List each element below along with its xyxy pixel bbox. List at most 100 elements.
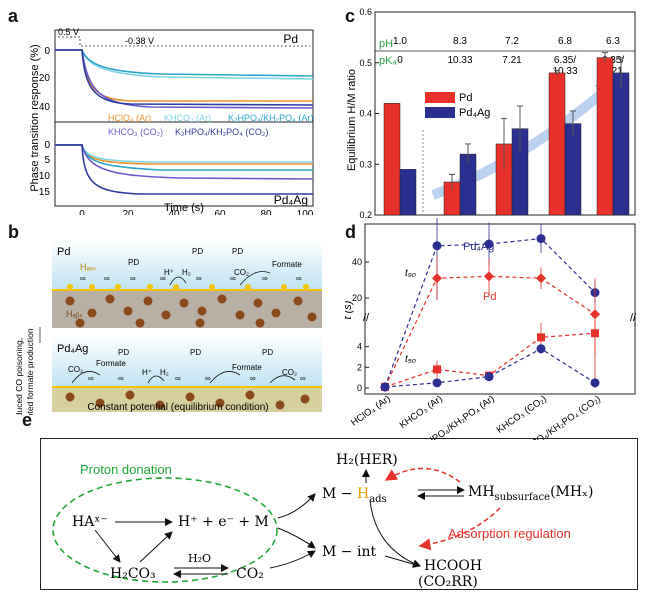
panel-d-yticks: 0 2 4 20 40 (352, 257, 369, 393)
d-series-line (384, 237, 596, 388)
d-point (590, 309, 600, 320)
h2co3-species: H₂CO₃ (110, 566, 156, 582)
bar-pd (383, 103, 401, 216)
d-series-line (384, 348, 596, 388)
h2o-glyph: ∞ (88, 374, 94, 383)
d-point (432, 241, 442, 251)
side-text-2: promoted formate production (25, 328, 35, 415)
label-pd4ag: Pd₄Ag (463, 241, 494, 253)
panel-a-top-ytick-40: 40 (39, 102, 51, 113)
pd-electrolyte (52, 240, 322, 290)
pd4ag-formate-arrow-2 (209, 371, 241, 384)
pd4ag-co2-arrow (269, 375, 296, 384)
mh-subsurface: MHsubsurface(MHₓ) (468, 484, 593, 503)
d-point (591, 329, 599, 338)
c-ytick-label: 0.2 (359, 210, 372, 220)
h-abs-dot (245, 390, 255, 400)
h2o-glyph: ∞ (230, 274, 236, 283)
h-abs-dot (65, 392, 75, 402)
panel-e-box (40, 438, 638, 590)
d-ytick-label: 40 (352, 257, 362, 267)
panel-label-c: c (345, 6, 356, 26)
pd4ag-label-pd3: PD (262, 348, 273, 357)
panel-label-d: d (345, 222, 356, 242)
co2rr-label: (CO₂RR) (418, 574, 478, 590)
panel-c-bars (383, 52, 630, 216)
h-abs-dot (275, 400, 285, 410)
d-point (484, 239, 494, 249)
legend-pd4ag-swatch (425, 107, 455, 118)
h-abs-dot (185, 392, 195, 402)
pd-habs-label: Hₐᵦₛ (66, 309, 83, 319)
h-ads-dot (281, 284, 287, 290)
pd-surface-hydrogen: ∞ ∞ ∞ ∞ ∞ ∞ ∞ ∞ (67, 274, 309, 290)
h2o-glyph: ∞ (118, 374, 124, 383)
bar-pd4ag (399, 169, 417, 216)
c-ytick-label: 0.4 (359, 109, 372, 119)
ph-value: 6.8 (558, 36, 572, 47)
side-text-1: Reduced CO poisoning, (14, 338, 24, 415)
panel-e-figure: Proton donation HAˣ⁻ H⁺ + e⁻ + M H₂CO₃ H… (52, 452, 593, 590)
arrow-co2-to-mint (269, 550, 316, 569)
curve-top-kphos-co2 (55, 49, 314, 106)
panel-a-xtick-0: 0 (79, 209, 85, 215)
d-xlabel: KHCO₃ (CO₂) (495, 393, 549, 435)
pd-label-pd1: PD (128, 258, 139, 267)
h2o-glyph: ∞ (160, 274, 166, 283)
h-abs-dot (161, 310, 171, 320)
h-abs-dot (235, 310, 245, 320)
h-abs-dot (300, 394, 310, 404)
arrow-h2co3-to-h (139, 531, 173, 563)
panel-a-top-ytick-0: 0 (44, 46, 50, 57)
h-ads-dot (147, 284, 153, 290)
her-product: H₂(HER) (336, 452, 398, 468)
panel-d-ylabel: t (s) (345, 300, 354, 319)
panel-a-bottom-ytick-5: 5 (44, 155, 50, 166)
pd4ag-label-h2: H₂ (160, 368, 169, 377)
pd-label-formate: Formate (272, 260, 302, 269)
label-t90: t₉₀ (405, 268, 416, 279)
curve-bottom-kphos-co2 (55, 144, 313, 195)
panel-a-figure: Phase transition response (%) 0 20 40 0 … (29, 27, 314, 215)
panel-c-ph-row: 1.08.37.26.86.3010.337.216.35/10.336.35/… (393, 36, 624, 77)
h-abs-dot (135, 318, 145, 328)
ph-value: 1.0 (393, 36, 407, 47)
pd4ag-label-co2a: CO₂ (68, 365, 83, 374)
co2-species: CO₂ (236, 566, 264, 582)
panel-d-figure: t (s) 0 2 4 20 40 Pd₄Ag Pd t₉₀ t₅₀ HClO₄ (Ar… (345, 218, 637, 440)
panel-a-xtick-100: 100 (297, 209, 314, 215)
pd4ag-catalyst-label: Pd₄Ag (57, 343, 88, 355)
d-ytick-label: 4 (357, 342, 362, 352)
panel-a-bottom-title: Pd₄Ag (274, 193, 308, 207)
d-ytick-label: 0 (357, 383, 362, 393)
panel-a-xtick-20: 20 (122, 209, 134, 215)
h-abs-dot (255, 318, 265, 328)
pka-value: 10.33 (552, 66, 577, 77)
pd-label-hplus: H⁺ (164, 268, 174, 277)
h-abs-dot (75, 318, 85, 328)
proton-electron: H⁺ + e⁻ + M (178, 514, 269, 530)
h-ads-dot (245, 284, 251, 290)
legend-hclo4: HClO₄ (Ar) (108, 113, 151, 123)
d-point (484, 372, 494, 382)
h2o-glyph: ∞ (250, 374, 256, 383)
h-ads-dot (303, 284, 309, 290)
panel-a-top-ytick-20: 20 (39, 73, 51, 84)
h2o-glyph: ∞ (296, 274, 302, 283)
c-ytick-label: 0.3 (359, 159, 372, 169)
d-point (536, 344, 546, 354)
pd4ag-label-hplus: H⁺ (142, 368, 152, 377)
pd4ag-label-pd2: PD (190, 348, 201, 357)
h-abs-dot (65, 296, 75, 306)
d-xlabel: KHCO₃ (Ar) (398, 393, 445, 431)
panel-d-series (380, 218, 600, 392)
h2o-glyph: ∞ (130, 274, 136, 283)
voltage-label-1: 0.5 V (58, 27, 79, 37)
h-abs-dot (87, 308, 97, 318)
panel-a-xlabel: Time (s) (164, 202, 204, 214)
pd-label-co2: CO₂ (234, 268, 249, 277)
m-int: M − int (322, 544, 376, 560)
d-point (537, 333, 545, 342)
arrow-hads-to-hcooh (369, 499, 421, 568)
panel-d-axes (364, 223, 636, 395)
